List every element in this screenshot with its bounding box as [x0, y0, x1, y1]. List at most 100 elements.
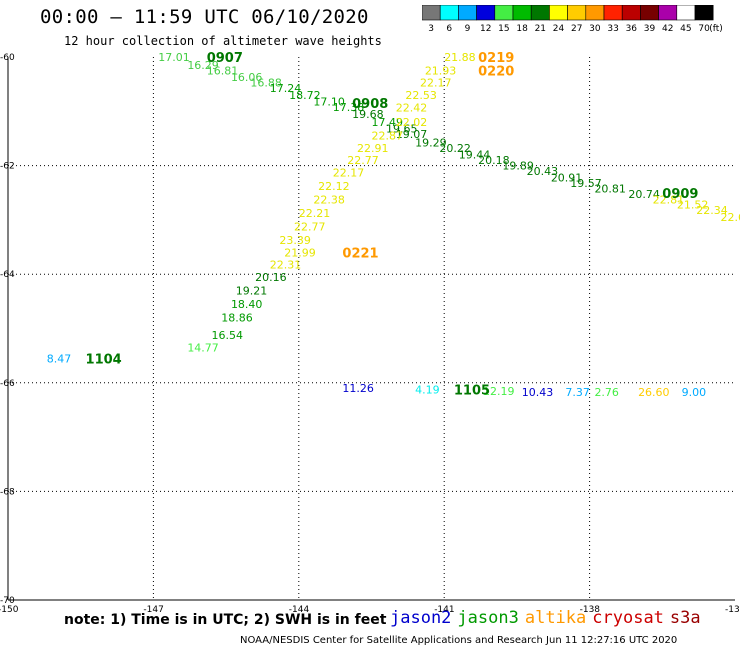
wave-height-point: 22.38	[313, 193, 345, 206]
pass-time-label: 0219	[478, 51, 514, 66]
wave-height-point: 20.74	[628, 188, 660, 201]
footnote: note: 1) Time is in UTC; 2) SWH is in fe…	[64, 612, 387, 628]
wave-height-point: 18.86	[221, 312, 253, 325]
y-tick-label: -60	[0, 53, 15, 63]
wave-height-point: 22.77	[347, 154, 379, 167]
colorbar-tick-label: 3	[428, 24, 434, 34]
x-tick-label: -138	[580, 605, 601, 615]
colorbar-tick-label: 12	[480, 24, 491, 34]
wave-height-point: 17.49	[372, 116, 404, 129]
wave-height-point: 21.99	[284, 246, 316, 259]
colorbar-tick-label: 18	[516, 24, 528, 34]
wave-height-point: 22.02	[396, 116, 428, 129]
y-tick-label: -64	[0, 270, 15, 280]
legend-entry-altika: altika	[524, 608, 587, 628]
credit-line: NOAA/NESDIS Center for Satellite Applica…	[240, 635, 678, 646]
wave-height-point: 21.93	[425, 65, 457, 78]
y-tick-label: -68	[0, 487, 15, 497]
y-tick-label: -70	[0, 596, 15, 606]
wave-height-point: 12.19	[483, 385, 515, 398]
wave-height-point: 19.68	[352, 108, 384, 121]
wave-height-point: 22.12	[318, 180, 350, 193]
wave-height-point: 22.17	[333, 167, 365, 180]
wave-height-point: 16.29	[187, 59, 219, 72]
wave-height-point: 19.89	[502, 160, 534, 173]
wave-height-point: 19.44	[459, 149, 491, 162]
colorbar-tick-label: 70	[698, 24, 710, 34]
x-tick-label: -141	[434, 605, 454, 615]
wave-height-point: 22.42	[396, 101, 428, 114]
wave-height-point: 22.53	[405, 89, 437, 102]
wave-height-point: 17.38	[333, 101, 365, 114]
wave-height-point: 4.19	[415, 383, 440, 396]
colorbar-tick-label: 42	[662, 24, 673, 34]
legend-entry-jason2: jason2	[390, 608, 452, 628]
wave-height-point: 26.60	[638, 386, 670, 399]
y-tick-label: -62	[0, 162, 15, 172]
legend-entry-s3a: s3a	[669, 608, 701, 628]
wave-height-point: 20.91	[551, 172, 583, 185]
colorbar-tick-label: 15	[498, 24, 509, 34]
wave-height-point: 22.87	[372, 130, 404, 143]
colorbar-tick-label: 36	[626, 24, 638, 34]
x-tick-label: -147	[143, 605, 163, 615]
wave-height-point: 20.22	[439, 142, 471, 155]
wave-height-point: 17.01	[158, 51, 190, 64]
wave-height-point: 8.47	[47, 352, 71, 365]
wave-height-point: 22.91	[357, 142, 389, 155]
x-tick-label: -144	[289, 605, 310, 615]
wave-height-point: 22.34	[696, 204, 728, 217]
colorbar-tick-label: 45	[680, 24, 691, 34]
colorbar-tick-label: 27	[571, 24, 582, 34]
wave-height-point: 19.07	[396, 128, 428, 141]
pass-time-label: 1104	[86, 352, 122, 367]
wave-height-point: 20.16	[255, 271, 287, 284]
wave-height-point: 20.18	[478, 154, 510, 167]
colorbar-tick-label: 39	[644, 24, 656, 34]
satellite-legend: jason2 jason3 altika cryosat s3a	[390, 608, 707, 628]
wave-height-point: 10.43	[522, 386, 554, 399]
colorbar-tick-label: 21	[535, 24, 546, 34]
wave-height-point: 22.61	[720, 211, 740, 224]
wave-height-point: 19.29	[415, 136, 447, 149]
colorbar-tick-label: 9	[465, 24, 471, 34]
pass-time-label: 0908	[352, 97, 388, 112]
colorbar-tick-label: 30	[589, 24, 601, 34]
wave-height-point: 19.21	[236, 284, 268, 297]
wave-height-point: 17.24	[270, 82, 302, 95]
colorbar-unit: (ft)	[709, 24, 723, 34]
wave-height-point: 22.17	[420, 77, 452, 90]
pass-time-label: 1105	[454, 383, 490, 398]
legend-entry-jason3: jason3	[457, 608, 519, 628]
wave-height-point: 21.52	[677, 199, 709, 212]
wave-height-point: 16.06	[231, 71, 262, 84]
colorbar-tick-label: 33	[607, 24, 618, 34]
wave-height-point: 19.57	[570, 177, 602, 190]
pass-time-label: 0221	[342, 246, 378, 261]
wave-height-point: 18.72	[289, 89, 321, 102]
x-tick-label: -13	[725, 605, 740, 615]
chart-title: 00:00 – 11:59 UTC 06/10/2020	[40, 6, 369, 28]
wave-height-point: 20.81	[594, 182, 626, 195]
wave-height-colorbar: 3 6 9 12 15 18 21 24 27 30 33 36 39 42 45 70 (ft)	[422, 5, 723, 34]
wave-height-point: 11.26	[342, 382, 374, 395]
wave-height-point: 22.77	[294, 220, 326, 233]
wave-height-point: 16.54	[212, 329, 244, 342]
wave-height-point: 14.77	[187, 342, 219, 355]
pass-time-label: 0909	[662, 187, 698, 202]
colorbar-tick-label: 6	[446, 24, 452, 34]
wave-height-point: 18.40	[231, 298, 262, 311]
y-tick-label: -66	[0, 379, 15, 389]
wave-height-point: 20.43	[527, 165, 559, 178]
wave-height-point: 22.81	[653, 193, 685, 206]
chart-subtitle: 12 hour collection of altimeter wave hei…	[64, 34, 382, 48]
wave-height-point: 9.00	[682, 386, 707, 399]
wave-height-point: 21.88	[444, 51, 476, 64]
wave-height-point: 19.65	[386, 123, 418, 136]
wave-height-point: 16.88	[250, 77, 281, 90]
legend-entry-cryosat: cryosat	[592, 608, 664, 628]
wave-height-point: 23.39	[279, 234, 311, 247]
wave-height-point: 2.76	[594, 386, 619, 399]
